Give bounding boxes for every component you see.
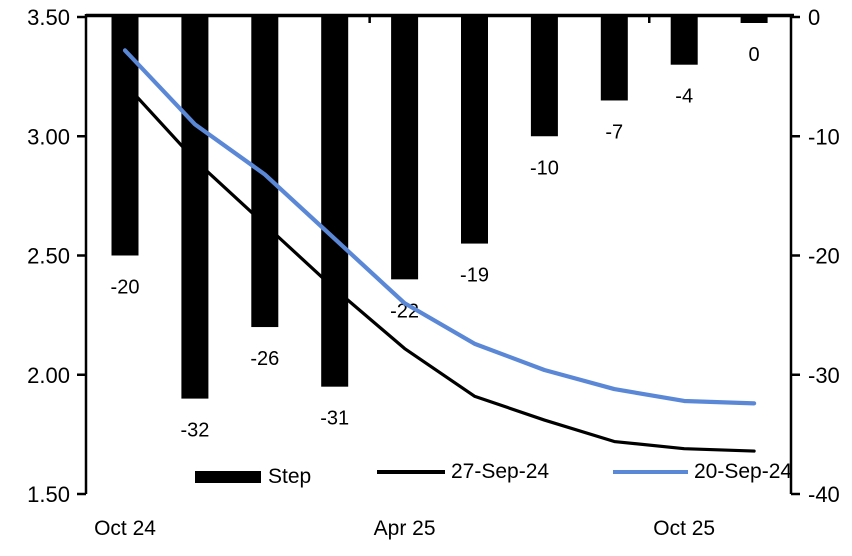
left-axis-tick-label: 2.00 bbox=[27, 363, 70, 388]
legend-label-20-sep-24: 20-Sep-24 bbox=[694, 460, 793, 483]
step-bar bbox=[461, 15, 488, 244]
right-axis-tick-label: -40 bbox=[808, 482, 840, 507]
step-bar bbox=[251, 15, 279, 328]
step-bar bbox=[600, 15, 628, 101]
bar-data-label: -32 bbox=[180, 420, 209, 442]
bar-data-label: -19 bbox=[460, 265, 489, 287]
bar-data-label: -20 bbox=[111, 277, 140, 299]
series-line-20-sep-24 bbox=[122, 48, 757, 406]
bar-data-label: -10 bbox=[530, 157, 559, 179]
step-bar bbox=[391, 15, 419, 280]
left-axis-tick-label: 1.50 bbox=[27, 482, 70, 507]
bar-data-label: -7 bbox=[605, 121, 623, 143]
legend-item-step: Step bbox=[195, 466, 311, 488]
bar-data-label: -4 bbox=[675, 86, 693, 108]
left-axis-tick-label: 2.50 bbox=[27, 244, 70, 269]
x-axis-label: Oct 24 bbox=[94, 517, 156, 540]
bar-data-label: -31 bbox=[320, 408, 349, 430]
legend-item-20-sep-24: 20-Sep-24 bbox=[613, 461, 792, 483]
bar-data-label: -26 bbox=[250, 348, 279, 370]
right-axis-tick-label: -30 bbox=[808, 363, 840, 388]
right-axis-tick-label: -20 bbox=[808, 244, 840, 269]
step-bar bbox=[670, 15, 698, 65]
step-bar bbox=[530, 15, 558, 137]
step-bar-swatch bbox=[195, 471, 261, 483]
legend-label-step: Step bbox=[268, 465, 312, 488]
step-bar bbox=[740, 15, 768, 23]
x-axis-label: Oct 25 bbox=[653, 517, 715, 540]
legend-item-27-sep-24: 27-Sep-24 bbox=[377, 461, 549, 483]
line-swatch-20-sep-24 bbox=[613, 469, 688, 475]
legend-label-27-sep-24: 27-Sep-24 bbox=[451, 460, 550, 483]
step-bar bbox=[111, 15, 139, 256]
left-axis-tick-label: 3.00 bbox=[27, 124, 70, 149]
bar-data-label: 0 bbox=[749, 44, 760, 66]
right-axis-tick-label: -10 bbox=[808, 124, 840, 149]
step-bar bbox=[181, 15, 209, 399]
series-line-27-sep-24 bbox=[123, 82, 756, 453]
right-axis-tick-label: 0 bbox=[808, 5, 820, 30]
x-axis-label: Apr 25 bbox=[374, 517, 436, 540]
line-swatch-27-sep-24 bbox=[377, 470, 445, 474]
left-axis-tick-label: 3.50 bbox=[27, 5, 70, 30]
step-bar bbox=[321, 15, 349, 387]
